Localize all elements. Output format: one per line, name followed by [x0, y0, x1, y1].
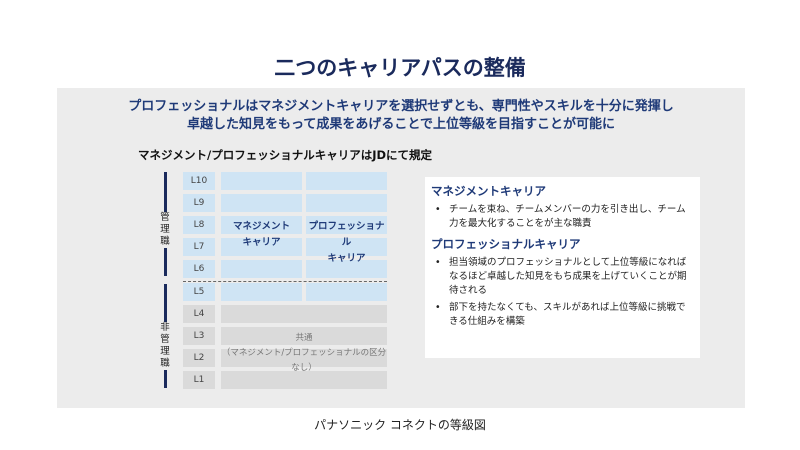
level-label: L2 — [183, 348, 215, 367]
management-divider — [183, 281, 387, 282]
page-title: 二つのキャリアパスの整備 — [274, 56, 526, 80]
career-cell — [221, 238, 302, 257]
common-cell — [221, 326, 387, 345]
level-label: L5 — [183, 282, 215, 301]
non-management-label: 非管理職 — [158, 322, 172, 370]
common-cell — [221, 370, 387, 389]
management-label: 管理職 — [158, 212, 172, 248]
common-label: 共通 （マネジメント/プロフェッショナルの区分なし） — [221, 333, 387, 373]
common-cell — [221, 304, 387, 323]
career-cell — [221, 194, 302, 213]
career-cell — [221, 282, 302, 301]
professional-career-label: プロフェッショナル キャリア — [308, 221, 385, 264]
career-cell — [221, 216, 302, 235]
level-label: L3 — [183, 326, 215, 345]
level-label: L10 — [183, 172, 215, 190]
professional-heading: プロフェッショナルキャリア — [431, 237, 581, 251]
level-label: L1 — [183, 370, 215, 389]
subtitle-line-2: 卓越した知見をもって成果をあげることで上位等級を目指すことが可能に — [187, 117, 615, 132]
career-cell — [221, 172, 302, 190]
career-cell — [306, 260, 387, 279]
level-label: L8 — [183, 216, 215, 235]
professional-bullet: 担当領域のプロフェッショナルとして上位等級になればなるほど卓越した知見をもち成果… — [431, 256, 694, 298]
career-cell — [306, 194, 387, 213]
management-career-label: マネジメント キャリア — [232, 221, 290, 248]
management-heading: マネジメントキャリア — [431, 184, 546, 198]
career-cell — [306, 282, 387, 301]
career-cell — [306, 216, 387, 235]
explanation-box: マネジメントキャリア チームを束ね、チームメンバーの力を引き出し、チーム力を最大… — [425, 177, 700, 358]
level-label: L6 — [183, 260, 215, 279]
career-cell — [306, 172, 387, 190]
management-bullet: チームを束ね、チームメンバーの力を引き出し、チーム力を最大化することをが主な職責 — [431, 203, 694, 231]
level-label: L7 — [183, 238, 215, 257]
level-label: L9 — [183, 194, 215, 213]
common-cell — [221, 348, 387, 367]
subtitle-line-1: プロフェッショナルはマネジメントキャリアを選択せずとも、専門性やスキルを十分に発… — [128, 99, 674, 114]
diagram-title: マネジメント/プロフェッショナルキャリアはJDにて規定 — [138, 148, 433, 162]
level-label: L4 — [183, 304, 215, 323]
career-cell — [306, 238, 387, 257]
career-cell — [221, 260, 302, 279]
professional-bullet: 部下を持たなくても、スキルがあれば上位等級に挑戦できる仕組みを構築 — [431, 301, 694, 329]
caption: パナソニック コネクトの等級図 — [314, 418, 486, 432]
